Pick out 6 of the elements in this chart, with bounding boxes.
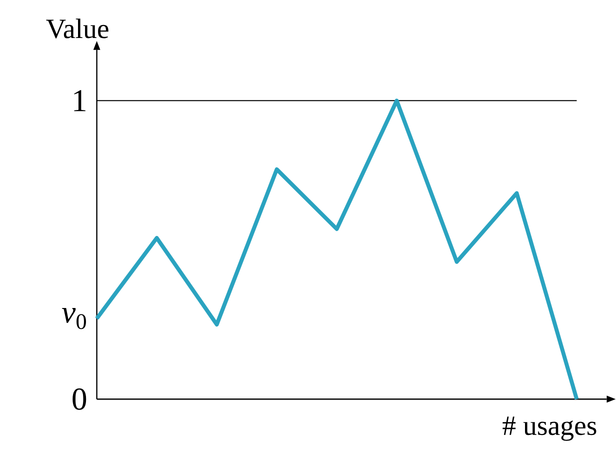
line-series bbox=[94, 98, 579, 402]
x-axis-title: # usages bbox=[502, 416, 596, 441]
y-tick-label: 1 bbox=[74, 90, 86, 112]
y-tick-label: v$_{0}$ bbox=[62, 308, 86, 330]
y-axis-title: Value bbox=[46, 18, 108, 38]
y-tick-label: 0 bbox=[72, 388, 86, 410]
